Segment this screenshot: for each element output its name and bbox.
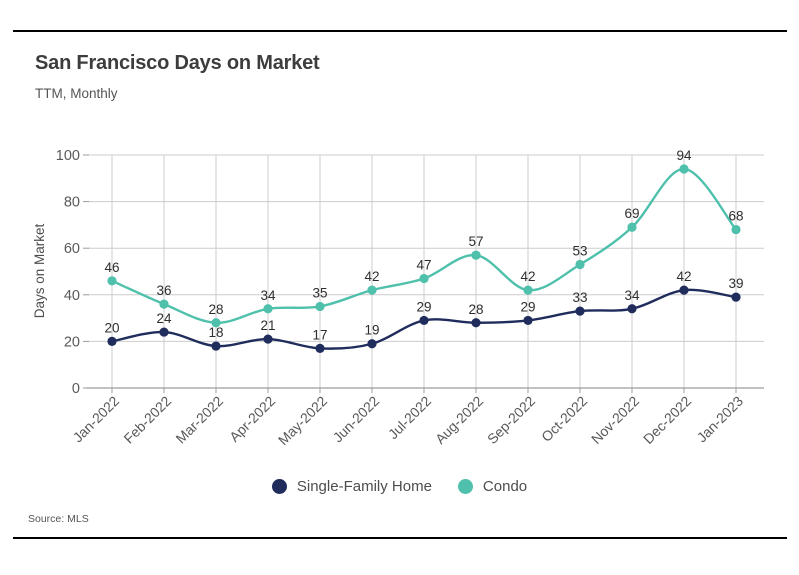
data-point-label: 28 (468, 302, 483, 317)
data-point-label: 39 (728, 276, 743, 291)
data-point (471, 318, 481, 328)
data-point (523, 315, 533, 326)
x-tick-label: Dec-2022 (640, 393, 694, 447)
data-point (471, 250, 481, 260)
data-point (627, 304, 637, 314)
x-tick-label: Sep-2022 (484, 393, 538, 447)
y-tick-label: 20 (64, 334, 80, 350)
data-point (679, 164, 689, 174)
data-point-label: 42 (364, 269, 379, 284)
y-tick-label: 80 (64, 195, 80, 211)
data-point-label: 42 (676, 269, 691, 284)
x-tick-label: Jan-2022 (70, 393, 123, 446)
y-tick-label: 100 (56, 148, 80, 164)
data-point (315, 343, 325, 353)
data-point (107, 276, 117, 286)
x-tick-label: Nov-2022 (588, 393, 642, 447)
source-note: Source: MLS (28, 513, 89, 525)
data-point-label: 33 (572, 290, 587, 305)
data-point (159, 299, 169, 309)
data-point-label: 57 (468, 234, 483, 249)
x-tick-label: May-2022 (275, 393, 330, 448)
chart-title: San Francisco Days on Market (35, 52, 320, 74)
legend-item-single-family: Single-Family Home (271, 478, 432, 495)
x-tick-label: Jul-2022 (385, 393, 434, 442)
data-point (107, 336, 117, 346)
data-point (211, 341, 221, 351)
data-point-label: 34 (624, 288, 640, 303)
data-point-label: 42 (520, 269, 535, 284)
data-point-label: 35 (312, 285, 327, 300)
data-point (367, 285, 377, 295)
condo-legend-dot-icon (457, 479, 473, 494)
x-tick-label: Mar-2022 (172, 393, 226, 447)
data-point-label: 34 (260, 288, 276, 303)
data-point (263, 334, 273, 344)
x-tick-label: Jun-2022 (330, 393, 383, 446)
data-point-label: 68 (728, 209, 743, 224)
y-tick-label: 60 (64, 241, 80, 257)
chart-subtitle: TTM, Monthly (35, 86, 118, 101)
legend-label-single-family: Single-Family Home (296, 478, 432, 495)
x-tick-label: Apr-2022 (226, 393, 278, 445)
data-point-label: 29 (520, 299, 535, 314)
data-point (575, 306, 585, 316)
data-point (575, 259, 585, 270)
data-point-label: 36 (156, 283, 171, 298)
data-point-label: 94 (676, 148, 692, 163)
legend-item-condo: Condo (457, 478, 528, 495)
data-point-label: 24 (156, 311, 172, 326)
x-tick-label: Aug-2022 (432, 393, 486, 447)
x-tick-label: Feb-2022 (120, 393, 174, 447)
data-point-label: 28 (208, 302, 223, 317)
single-family-legend-dot-icon (271, 479, 287, 494)
data-point-label: 17 (312, 327, 327, 342)
bottom-divider-rule (13, 537, 787, 539)
data-point-label: 69 (624, 206, 639, 221)
top-divider-rule (13, 30, 787, 32)
y-tick-label: 40 (64, 288, 80, 304)
data-point-label: 20 (104, 320, 119, 335)
legend-label-condo: Condo (482, 478, 528, 495)
x-tick-label: Jan-2023 (694, 393, 747, 446)
data-point-label: 18 (208, 325, 223, 340)
chart-legend: Single-Family Home Condo (0, 478, 799, 495)
data-point (731, 292, 741, 302)
x-tick-label: Oct-2022 (538, 393, 590, 445)
data-point (731, 224, 741, 235)
data-point (159, 327, 169, 337)
data-point-label: 53 (572, 244, 587, 259)
data-point (679, 285, 689, 295)
data-point-label: 19 (364, 323, 379, 338)
data-point-label: 46 (104, 260, 119, 275)
data-point-label: 21 (260, 318, 275, 333)
data-point-label: 47 (416, 257, 431, 272)
data-point (419, 315, 429, 326)
data-point (419, 273, 429, 284)
data-point (523, 285, 533, 295)
data-point-label: 29 (416, 299, 431, 314)
data-point (627, 222, 637, 232)
data-point (211, 318, 221, 328)
data-point (263, 304, 273, 314)
y-tick-label: 0 (72, 381, 80, 397)
data-point (315, 301, 325, 312)
data-point (367, 339, 377, 349)
